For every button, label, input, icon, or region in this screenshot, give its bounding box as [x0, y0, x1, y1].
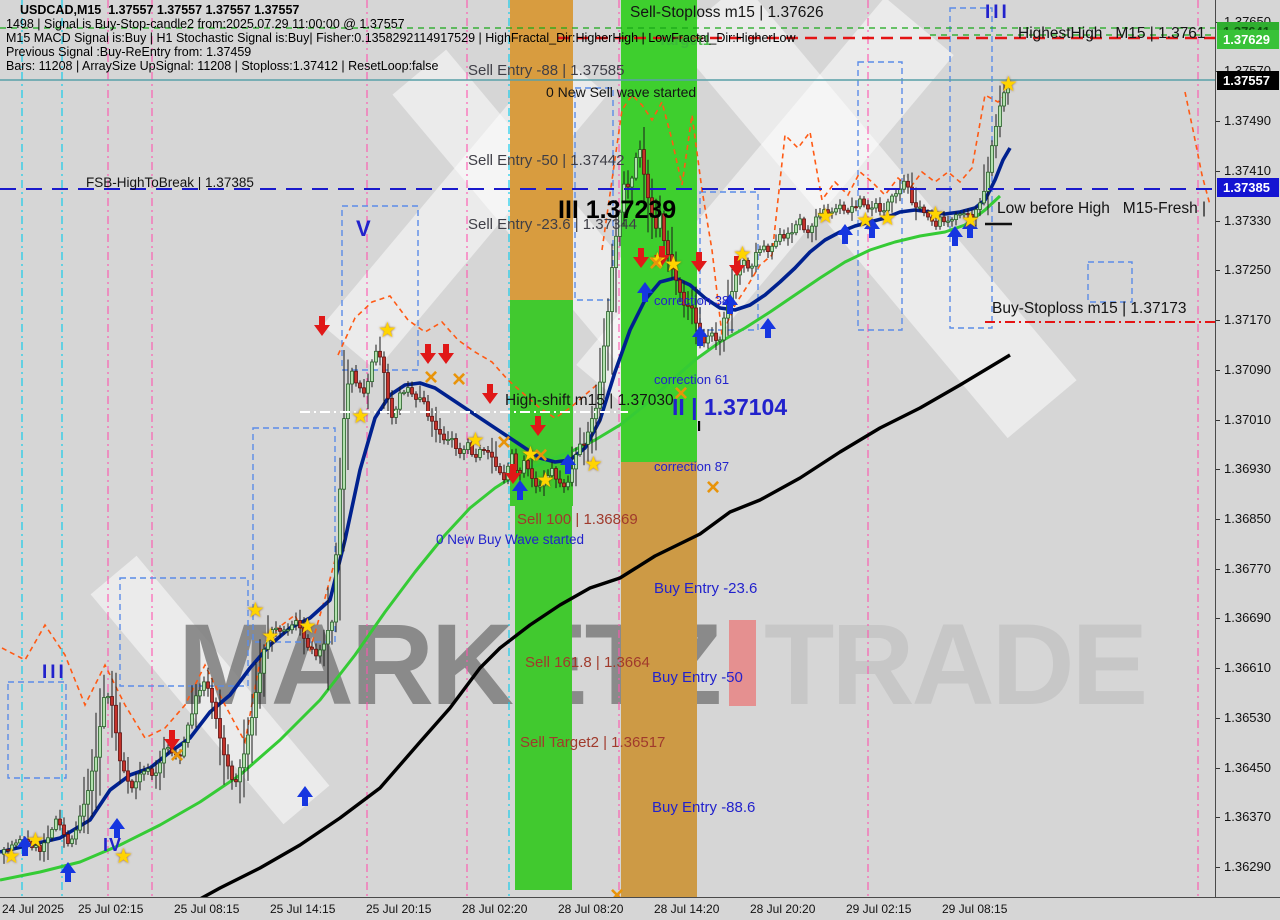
chart-info-header: USDCAD,M15 1.37557 1.37557 1.37557 1.375… [6, 3, 796, 73]
time-axis-label: 29 Jul 08:15 [942, 902, 1008, 916]
channel-box [252, 427, 336, 643]
price-tick-label: 1.37410 [1224, 163, 1271, 178]
watermark-accent-bar [729, 620, 757, 706]
price-tick-mark [1216, 121, 1220, 122]
header-line-3: Previous Signal :Buy-ReEntry from: 1.374… [6, 45, 252, 59]
header-line-0: USDCAD,M15 1.37557 1.37557 1.37557 1.375… [20, 3, 300, 17]
price-tick-label: 1.36370 [1224, 809, 1271, 824]
channel-box [7, 681, 67, 779]
price-tick-label: 1.37010 [1224, 412, 1271, 427]
price-tick-mark [1216, 618, 1220, 619]
price-tick-label: 1.36930 [1224, 461, 1271, 476]
price-tick-label: 1.37330 [1224, 213, 1271, 228]
time-axis-label: 28 Jul 14:20 [654, 902, 720, 916]
channel-box [857, 61, 903, 331]
header-line-2: M15 MACD Signal is:Buy | H1 Stochastic S… [6, 31, 796, 45]
price-tick-mark [1216, 320, 1220, 321]
price-tick-mark [1216, 370, 1220, 371]
chart-plot[interactable] [0, 0, 1215, 897]
price-tick-mark [1216, 768, 1220, 769]
price-tick-label: 1.36290 [1224, 859, 1271, 874]
price-tick-label: 1.36450 [1224, 760, 1271, 775]
price-tick-mark [1216, 519, 1220, 520]
trailing-stop-line [1, 559, 336, 745]
price-tick-label: 1.36690 [1224, 610, 1271, 625]
price-tick-label: 1.37250 [1224, 262, 1271, 277]
time-axis-label: 28 Jul 08:20 [558, 902, 624, 916]
price-tick-mark [1216, 668, 1220, 669]
slow-ma-line [200, 353, 1011, 897]
time-axis-label: 25 Jul 14:15 [270, 902, 336, 916]
price-tick-mark [1216, 221, 1220, 222]
price-axis[interactable]: 1.376501.375701.374901.374101.373301.372… [1215, 0, 1280, 897]
time-axis[interactable]: 24 Jul 2025 25 Jul 02:15 25 Jul 08:15 25 Ju… [0, 897, 1280, 920]
price-tick-label: 1.36850 [1224, 511, 1271, 526]
price-tick-label: 1.37090 [1224, 362, 1271, 377]
price-tick-mark [1216, 569, 1220, 570]
signal-band [510, 300, 573, 506]
price-tick-label: 1.36770 [1224, 561, 1271, 576]
candlesticks [2, 79, 1010, 864]
time-axis-label: 29 Jul 02:15 [846, 902, 912, 916]
signal-band [621, 0, 697, 462]
price-tick-mark [1216, 270, 1220, 271]
price-tick-mark [1216, 420, 1220, 421]
price-tick-label: 1.36530 [1224, 710, 1271, 725]
channel-box [119, 577, 249, 687]
mid-ma-line [0, 194, 1002, 882]
time-axis-label: 28 Jul 20:20 [750, 902, 816, 916]
signal-band [515, 506, 572, 890]
fsb-level-badge: 1.37385 [1217, 178, 1279, 197]
time-axis-label: 25 Jul 08:15 [174, 902, 240, 916]
price-tick-label: 1.36610 [1224, 660, 1271, 675]
price-tick-mark [1216, 171, 1220, 172]
watermark-text-2: TRADE [764, 601, 1148, 729]
trailing-stop-line [337, 295, 601, 419]
price-tick-mark [1216, 469, 1220, 470]
channel-box [574, 87, 614, 301]
header-line-4: Bars: 11208 | ArraySize UpSignal: 11208 … [6, 59, 439, 73]
time-axis-label: 24 Jul 2025 [2, 902, 65, 916]
price-tick-mark [1216, 817, 1220, 818]
price-tick-mark [1216, 718, 1220, 719]
signal-band [621, 462, 697, 897]
trailing-stop-line [601, 91, 1009, 339]
last-price-badge: 1.37557 [1217, 71, 1279, 90]
channel-box [1087, 261, 1133, 303]
time-axis-label: 28 Jul 02:20 [462, 902, 528, 916]
header-line-1: 1498 | Signal is Buy-Stop-candle2 from:2… [6, 17, 405, 31]
price-tick-label: 1.37490 [1224, 113, 1271, 128]
signal-band [510, 0, 573, 300]
chart-area[interactable]: MARKETZ TRADE ★ ★ ★ ★ ★ ★ ★ ★ ★ ★ ★ ★ ★ ★ ★ ★ ★ ★ ★ ★ ★ × × × × × ×… [0, 0, 1215, 897]
bid-price-badge: 1.37629 [1217, 30, 1279, 49]
time-axis-label: 25 Jul 20:15 [366, 902, 432, 916]
price-tick-label: 1.37170 [1224, 312, 1271, 327]
price-tick-mark [1216, 867, 1220, 868]
time-axis-label: 25 Jul 02:15 [78, 902, 144, 916]
